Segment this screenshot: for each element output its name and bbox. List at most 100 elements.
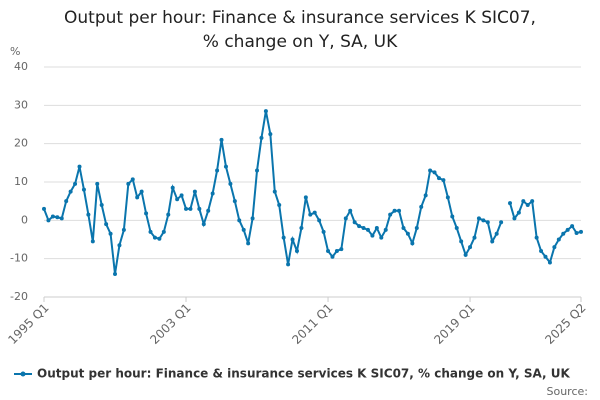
point: [241, 227, 246, 232]
point: [521, 199, 526, 204]
point: [525, 203, 530, 207]
point: [317, 218, 322, 223]
point: [312, 210, 317, 215]
point: [250, 216, 255, 221]
point: [99, 203, 104, 207]
point: [59, 216, 64, 221]
point: [290, 237, 295, 242]
point: [392, 208, 397, 213]
point: [339, 247, 344, 252]
point: [255, 168, 260, 173]
source: Source:: [547, 385, 589, 398]
x-tick-label: 2019 Q1: [431, 301, 477, 347]
point: [388, 212, 393, 217]
point: [263, 109, 268, 114]
point: [485, 220, 490, 225]
point: [130, 177, 135, 182]
point: [73, 181, 78, 186]
x-tick-label: 2011 Q1: [289, 301, 335, 347]
point: [468, 245, 473, 250]
point: [357, 224, 362, 229]
point: [507, 201, 512, 206]
point: [192, 189, 197, 194]
point: [81, 187, 86, 192]
point: [414, 226, 419, 230]
point: [481, 218, 486, 223]
point: [574, 230, 579, 235]
point: [490, 239, 495, 244]
point: [184, 206, 189, 211]
point: [268, 132, 273, 137]
point: [463, 252, 468, 257]
point: [365, 227, 370, 232]
point: [512, 216, 517, 221]
point: [259, 135, 264, 140]
point: [450, 214, 455, 219]
point: [281, 235, 286, 240]
point: [308, 212, 313, 217]
point: [552, 245, 557, 250]
point: [299, 226, 304, 230]
point: [55, 215, 60, 220]
y-axis-label: %: [10, 45, 20, 58]
y-tick-label: -10: [10, 252, 28, 265]
y-tick-label: 20: [14, 137, 28, 150]
x-tick-label: 2003 Q1: [147, 301, 193, 347]
point: [223, 164, 228, 169]
point: [50, 214, 55, 219]
point: [410, 241, 415, 246]
point: [117, 243, 122, 248]
point: [294, 249, 299, 253]
x-tick-label: 2025 Q2: [542, 301, 588, 347]
point: [494, 231, 499, 236]
point: [210, 191, 215, 196]
y-tick-label: 10: [14, 175, 28, 188]
point: [556, 237, 561, 242]
y-tick-label: 0: [21, 213, 28, 226]
point: [64, 199, 69, 204]
point: [95, 181, 100, 186]
point: [68, 189, 73, 194]
point: [77, 164, 82, 169]
point: [197, 206, 202, 211]
point: [370, 233, 375, 238]
point: [379, 235, 384, 240]
point: [476, 216, 481, 221]
point: [303, 195, 308, 200]
point: [108, 231, 113, 236]
point: [432, 170, 437, 175]
point: [516, 210, 521, 215]
point: [161, 229, 166, 234]
y-tick-label: 40: [14, 60, 28, 73]
point: [166, 212, 171, 217]
point: [547, 260, 552, 265]
point: [215, 168, 220, 173]
point: [326, 249, 331, 253]
point: [286, 262, 291, 267]
point: [46, 218, 51, 223]
point: [42, 206, 46, 211]
point: [90, 239, 95, 244]
point: [343, 216, 348, 221]
point: [232, 199, 237, 204]
point: [441, 178, 446, 183]
point: [135, 195, 140, 200]
point: [570, 224, 575, 229]
point: [121, 227, 126, 232]
point: [352, 220, 357, 225]
point: [348, 208, 353, 213]
point: [530, 199, 535, 204]
point: [423, 193, 428, 198]
x-tick-label: 1995 Q1: [5, 301, 51, 347]
point: [534, 235, 539, 240]
point: [139, 189, 144, 194]
point: [543, 254, 548, 259]
point: [561, 231, 566, 236]
legend-label: Output per hour: Finance & insurance ser…: [37, 367, 570, 381]
point: [565, 227, 570, 232]
point: [405, 231, 410, 236]
point: [170, 185, 175, 190]
point: [428, 168, 433, 173]
